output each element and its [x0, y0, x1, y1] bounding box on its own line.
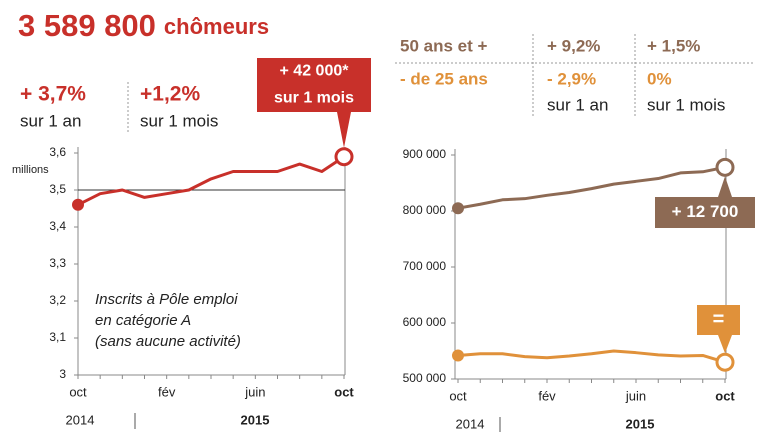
x-tick-label: oct — [69, 384, 87, 399]
year-label: 2015 — [241, 412, 270, 427]
callout-text: = — [713, 308, 725, 330]
callout-text: sur 1 mois — [274, 90, 354, 107]
y-tick-label: 900 000 — [403, 147, 447, 161]
data-line — [457, 349, 726, 364]
start-point — [452, 202, 464, 215]
stat-period: sur 1 an — [20, 111, 81, 130]
headline: 3 589 800 chômeurs — [18, 8, 269, 43]
year-label: 2014 — [456, 416, 485, 431]
y-tick-label: 500 000 — [403, 371, 447, 385]
callout-box — [257, 58, 371, 148]
x-tick-label: oct — [715, 388, 735, 403]
x-tick-label: juin — [244, 384, 265, 399]
y-tick-label: 3,4 — [49, 219, 66, 233]
stat-value: 0% — [647, 69, 672, 88]
end-point — [334, 147, 354, 167]
data-line — [77, 155, 345, 207]
y-tick-label: 3 — [59, 367, 66, 381]
annotation: Inscrits à Pôle emploi — [95, 291, 238, 308]
legend-entry: - de 25 ans — [400, 69, 488, 88]
annotation: en catégorie A — [95, 312, 191, 329]
y-tick-label: 3,1 — [49, 330, 66, 344]
data-line — [457, 165, 726, 210]
unit-label: millions — [12, 164, 49, 176]
y-tick-label: 3,3 — [49, 256, 66, 270]
headline-number: 3 589 800 — [18, 8, 156, 43]
y-tick-label: 700 000 — [403, 259, 447, 273]
x-tick-label: oct — [449, 388, 467, 403]
stat-value: + 1,5% — [647, 36, 700, 55]
x-tick-label: oct — [334, 384, 354, 399]
callout-text: + 12 700 — [672, 202, 739, 221]
legend-entry: 50 ans et + — [400, 36, 487, 55]
headline-label: chômeurs — [164, 14, 269, 39]
end-point — [715, 157, 735, 177]
stat-period: sur 1 mois — [140, 111, 218, 130]
y-tick-label: 3,5 — [49, 182, 66, 196]
annotation: (sans aucune activité) — [95, 333, 241, 350]
y-tick-label: 3,2 — [49, 293, 66, 307]
callout-box — [655, 176, 755, 228]
stat-value: + 9,2% — [547, 36, 600, 55]
x-tick-label: fév — [538, 388, 556, 403]
callout-box — [697, 305, 740, 354]
year-label: 2014 — [66, 412, 95, 427]
stat-value: + 3,7% — [20, 83, 86, 106]
end-point — [715, 352, 735, 372]
y-tick-label: 3,6 — [49, 145, 66, 159]
x-tick-label: fév — [158, 384, 176, 399]
start-point — [72, 198, 84, 211]
stat-period: sur 1 an — [547, 95, 608, 114]
stat-period: sur 1 mois — [647, 95, 725, 114]
y-tick-label: 600 000 — [403, 315, 447, 329]
year-label: 2015 — [626, 416, 655, 431]
x-tick-label: juin — [625, 388, 646, 403]
stat-value: - 2,9% — [547, 69, 596, 88]
stat-value: +1,2% — [140, 83, 200, 106]
y-tick-label: 800 000 — [403, 203, 447, 217]
callout-text: + 42 000* — [280, 63, 350, 80]
start-point — [452, 349, 464, 362]
